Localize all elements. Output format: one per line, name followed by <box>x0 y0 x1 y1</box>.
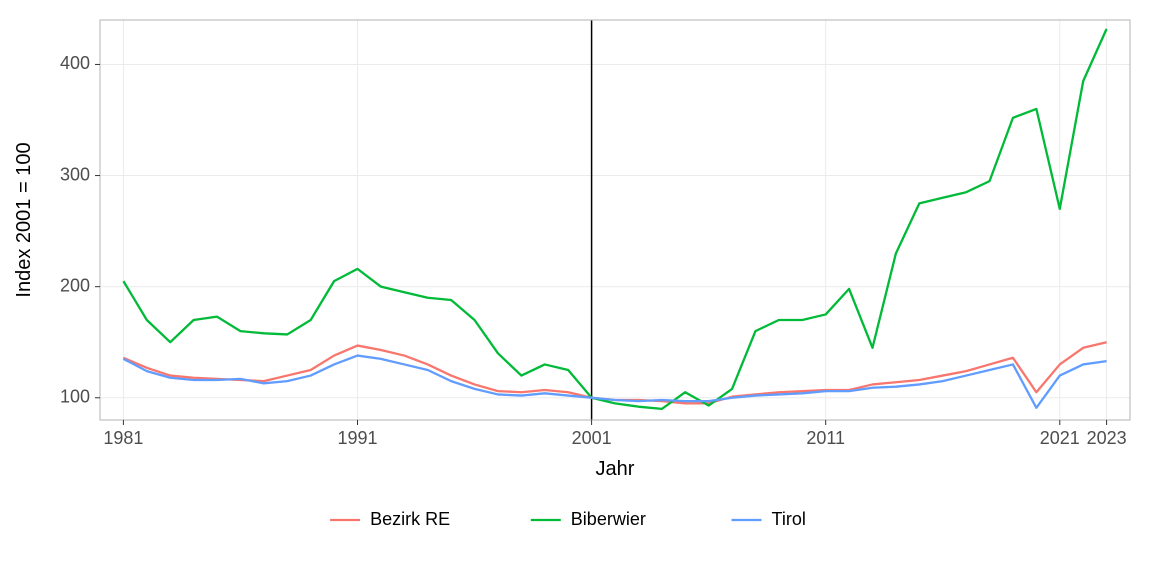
svg-text:300: 300 <box>60 164 90 184</box>
svg-text:Jahr: Jahr <box>596 458 635 480</box>
line-chart: 1981 1991 2001 2011 2021 2023 100 200 300 400 Jahr… <box>0 0 1152 576</box>
svg-text:Bezirk RE: Bezirk RE <box>370 509 450 529</box>
svg-text:2021: 2021 <box>1040 428 1080 448</box>
svg-text:2011: 2011 <box>806 428 845 448</box>
svg-text:Tirol: Tirol <box>772 509 806 529</box>
svg-text:2023: 2023 <box>1087 428 1127 448</box>
svg-text:Index 2001 = 100: Index 2001 = 100 <box>13 142 35 297</box>
svg-text:1991: 1991 <box>337 428 377 448</box>
svg-text:1981: 1981 <box>103 428 143 448</box>
chart-svg: 1981 1991 2001 2011 2021 2023 100 200 300 400 Jahr… <box>0 0 1152 576</box>
svg-text:400: 400 <box>60 53 90 73</box>
svg-text:100: 100 <box>60 387 90 407</box>
svg-text:2001: 2001 <box>572 428 612 448</box>
svg-text:Biberwier: Biberwier <box>571 509 646 529</box>
svg-text:200: 200 <box>60 275 90 295</box>
